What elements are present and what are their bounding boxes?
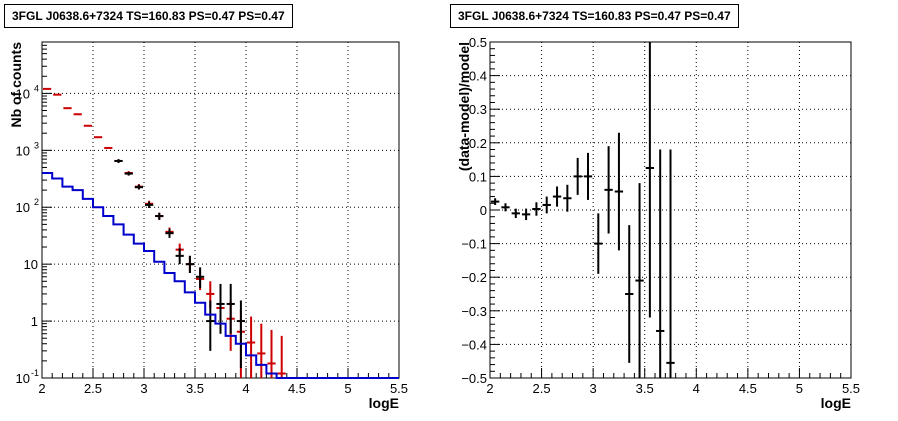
left-x-tick-label: 2.5 bbox=[84, 381, 102, 396]
left-x-tick-label: 3 bbox=[140, 381, 147, 396]
right-x-tick-label: 5 bbox=[796, 381, 803, 396]
left-y-tick-exponent: 4 bbox=[34, 83, 39, 93]
right-x-axis-label: logE bbox=[821, 395, 851, 411]
right-y-tick-label: −0.1 bbox=[461, 237, 487, 252]
right-x-tick-label: 4.5 bbox=[739, 381, 757, 396]
left-y-tick-exponent: 2 bbox=[34, 197, 39, 207]
right-y-tick-label: 0.4 bbox=[469, 69, 487, 84]
right-y-tick-label: −0.2 bbox=[461, 270, 487, 285]
right-y-tick-label: 0.1 bbox=[469, 169, 487, 184]
right-x-tick-label: 2 bbox=[486, 381, 493, 396]
left-x-tick-label: 5 bbox=[344, 381, 351, 396]
right-x-tick-label: 4 bbox=[693, 381, 700, 396]
left-background-model-step bbox=[42, 171, 399, 379]
right-x-tick-label: 5.5 bbox=[842, 381, 860, 396]
left-y-tick-exponent: 3 bbox=[34, 140, 39, 150]
left-plot-title: 3FGL J0638.6+7324 TS=160.83 PS=0.47 PS=0… bbox=[4, 4, 293, 28]
right-x-tick-label: 3 bbox=[590, 381, 597, 396]
left-y-tick-label: 10 bbox=[16, 86, 30, 101]
right-y-tick-label: −0.4 bbox=[461, 337, 487, 352]
right-y-tick-label: −0.5 bbox=[461, 371, 487, 386]
right-x-tick-label: 2.5 bbox=[533, 381, 551, 396]
left-y-tick-label: 10 bbox=[16, 143, 30, 158]
left-y-tick-label: 10 bbox=[24, 257, 38, 272]
right-y-tick-label: 0.3 bbox=[469, 102, 487, 117]
left-x-tick-label: 2 bbox=[38, 381, 45, 396]
right-plot-title: 3FGL J0638.6+7324 TS=160.83 PS=0.47 PS=0… bbox=[450, 4, 739, 28]
left-y-tick-label: 10 bbox=[16, 200, 30, 215]
right-x-tick-label: 3.5 bbox=[636, 381, 654, 396]
right-y-tick-label: −0.3 bbox=[461, 304, 487, 319]
right-y-tick-label: 0.5 bbox=[469, 35, 487, 50]
right-y-tick-label: 0 bbox=[480, 203, 487, 218]
left-y-axis-label: Nb of counts bbox=[8, 42, 24, 128]
left-y-tick-exponent: -1 bbox=[31, 368, 39, 378]
right-y-axis-label: (data-model)/model bbox=[456, 42, 472, 171]
left-y-tick-label: 1 bbox=[31, 314, 38, 329]
left-x-tick-label: 4 bbox=[242, 381, 249, 396]
left-x-tick-label: 3.5 bbox=[186, 381, 204, 396]
left-x-tick-label: 5.5 bbox=[390, 381, 408, 396]
left-y-tick-label: 10 bbox=[16, 371, 30, 386]
left-x-axis-label: logE bbox=[369, 395, 399, 411]
left-x-tick-label: 4.5 bbox=[288, 381, 306, 396]
right-y-tick-label: 0.2 bbox=[469, 136, 487, 151]
